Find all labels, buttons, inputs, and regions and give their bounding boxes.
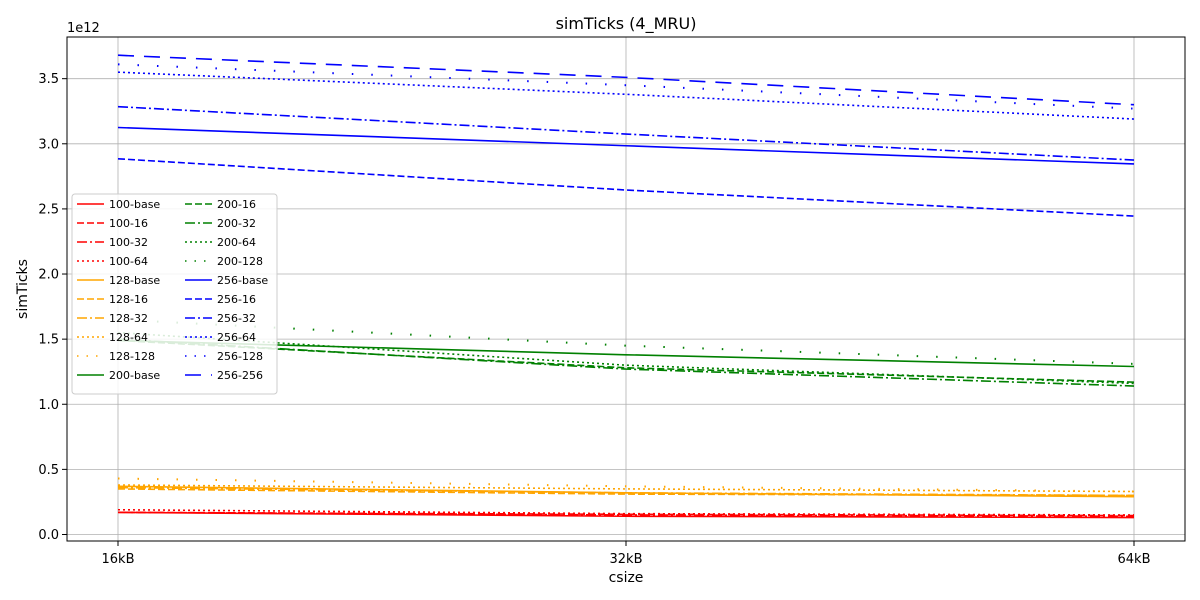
legend-label: 200-32: [217, 217, 256, 230]
legend-label: 256-128: [217, 350, 263, 363]
legend-label: 128-64: [109, 331, 148, 344]
legend-label: 100-base: [109, 198, 160, 211]
y-tick-label: 0.0: [38, 528, 59, 543]
series-line-100-64: [117, 508, 1135, 516]
series-line-256-32: [117, 105, 1135, 161]
x-tick-label: 64kB: [1118, 552, 1151, 567]
series-line-128-32: [117, 486, 1135, 497]
legend-label: 256-16: [217, 293, 256, 306]
series-line-100-32: [117, 511, 1135, 518]
y-tick-label: 1.0: [38, 398, 59, 413]
legend-label: 256-256: [217, 369, 263, 382]
legend-label: 256-base: [217, 274, 268, 287]
legend-label: 200-128: [217, 255, 263, 268]
legend-label: 128-base: [109, 274, 160, 287]
legend-label: 256-64: [217, 331, 256, 344]
y-axis-label: simTicks: [15, 259, 31, 319]
chart-title: simTicks (4_MRU): [556, 14, 697, 34]
series-lines: [117, 54, 1135, 519]
y-tick-label: 3.5: [38, 72, 59, 87]
legend-label: 100-64: [109, 255, 148, 268]
x-axis-label: csize: [609, 570, 644, 586]
y-tick-label: 0.5: [38, 463, 59, 478]
legend-label: 128-128: [109, 350, 155, 363]
series-line-128-64: [117, 484, 1135, 493]
axis-ticks: 16kB 32kB 64kB 0.0 0.5 1.0 1.5 2.0 2.5 3.0 3.5: [38, 72, 1150, 567]
legend-label: 100-16: [109, 217, 148, 230]
legend-label: 200-16: [217, 198, 256, 211]
series-line-256-256: [117, 54, 1135, 106]
series-line-128-128: [117, 477, 1135, 493]
x-tick-label: 16kB: [102, 552, 135, 567]
series-line-200-32: [117, 338, 1135, 387]
legend-label: 128-16: [109, 293, 148, 306]
y-tick-label: 2.0: [38, 268, 59, 283]
y-tick-label: 3.0: [38, 137, 59, 152]
legend-label: 200-64: [217, 236, 256, 249]
legend-label: 200-base: [109, 369, 160, 382]
legend-label: 100-32: [109, 236, 148, 249]
y-tick-label: 2.5: [38, 202, 59, 217]
y-axis-offset-label: 1e12: [67, 21, 100, 36]
series-line-200-base: [117, 339, 1135, 368]
legend: 100-base 100-16 100-32 100-64 128-base 128-16…: [71, 193, 278, 395]
series-line-256-base: [117, 126, 1135, 165]
y-tick-label: 1.5: [38, 333, 59, 348]
legend-box: [71, 193, 278, 395]
legend-label: 128-32: [109, 312, 148, 325]
x-tick-label: 32kB: [610, 552, 643, 567]
series-line-256-128: [117, 63, 1135, 110]
legend-label: 256-32: [217, 312, 256, 325]
